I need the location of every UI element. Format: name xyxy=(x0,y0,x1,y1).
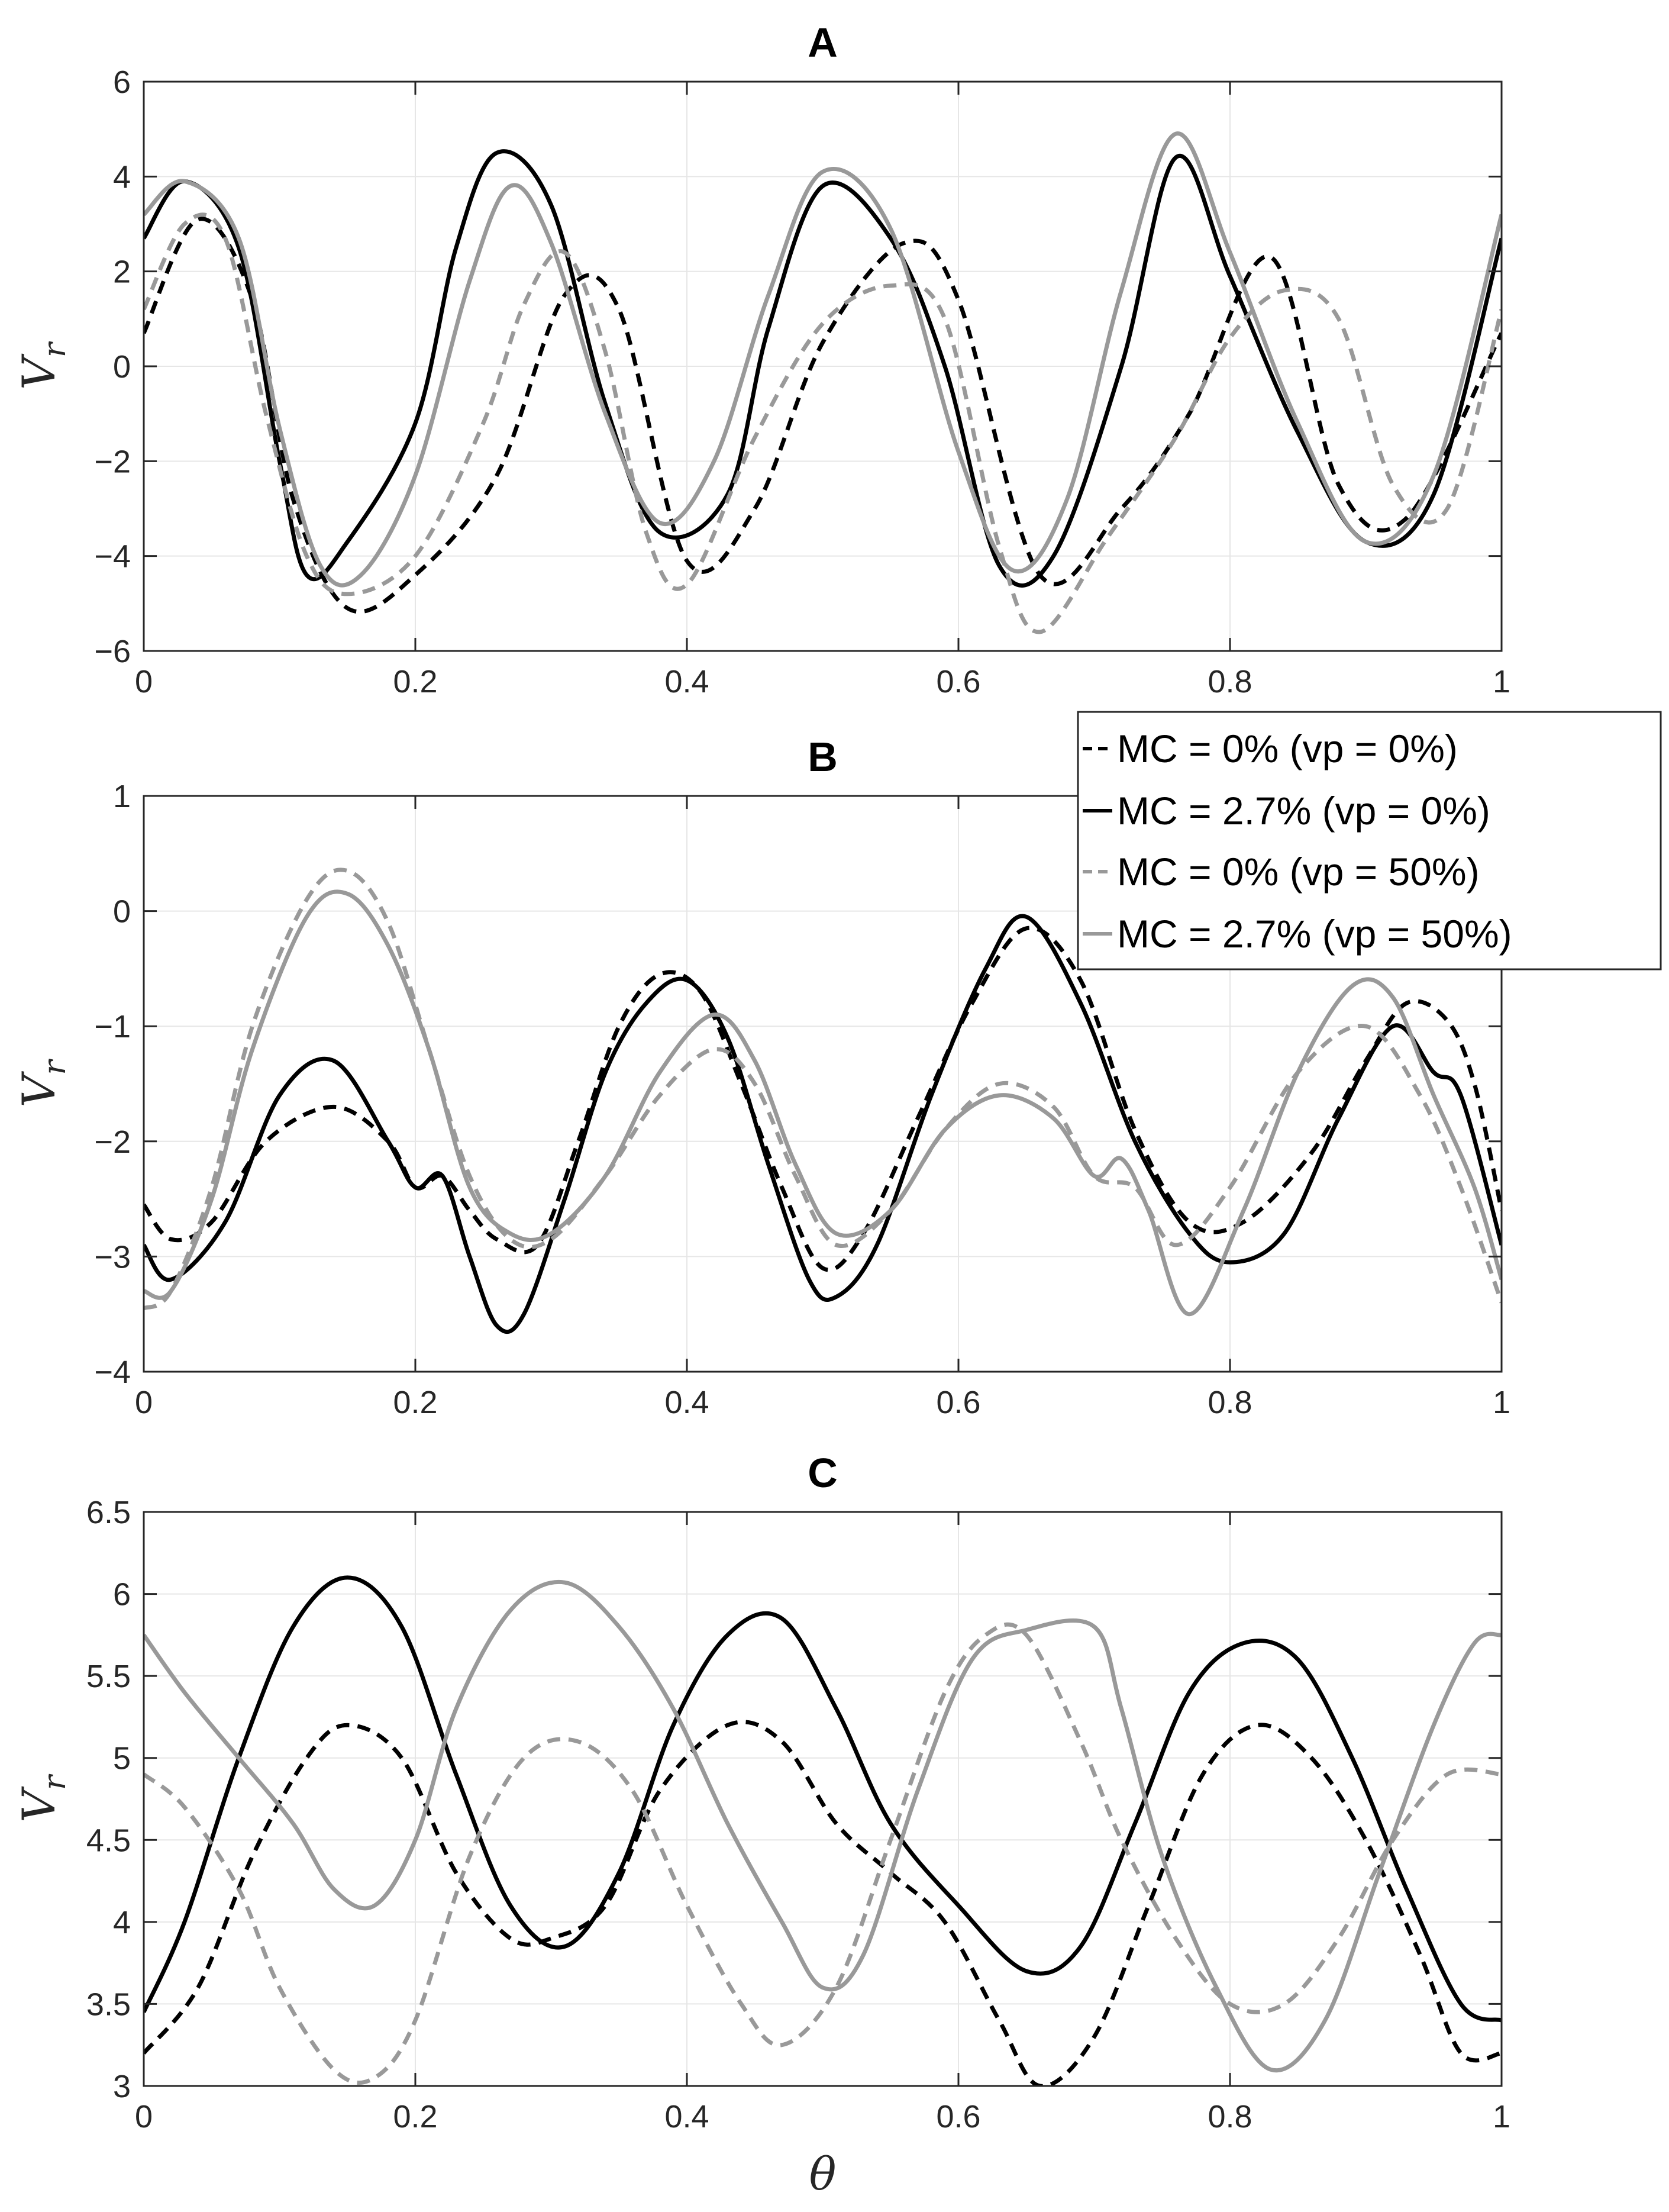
panel-b-ytick-label-2: −2 xyxy=(94,1124,131,1160)
panel-c-xtick-label-1: 0.2 xyxy=(393,2099,437,2134)
legend-entry-3: MC = 0% (vp = 50%) xyxy=(1083,850,1480,894)
panel-c-series-2-line xyxy=(144,1575,1502,2023)
panel-c-ytick-label-0: 3 xyxy=(113,2069,131,2104)
panel-c-series-group xyxy=(144,1575,1502,2086)
panel-b-ylabel: Vr xyxy=(12,1058,73,1107)
panel-a-ytick-label-2: −2 xyxy=(94,444,131,479)
panel-b-xtick-label-3: 0.6 xyxy=(936,1385,980,1420)
panel-c-xtick-label-5: 1 xyxy=(1493,2099,1510,2134)
panel-c-ytick-label-7: 6.5 xyxy=(86,1495,131,1530)
legend-entry-2: MC = 2.7% (vp = 0%) xyxy=(1083,789,1490,833)
panel-c-ytick-label-5: 5.5 xyxy=(86,1659,131,1694)
panel-a-ytick-label-4: 2 xyxy=(113,254,131,290)
panel-b-ytick-label-0: −4 xyxy=(94,1355,131,1390)
panel-b-ytick-label-1: −3 xyxy=(94,1239,131,1275)
panel-b-title: B xyxy=(808,734,838,780)
panel-a-xtick-label-2: 0.4 xyxy=(664,664,709,699)
panel-c-ytick-label-4: 5 xyxy=(113,1741,131,1776)
panel-b-axes-box xyxy=(143,795,1503,1373)
panel-a-ytick-label-1: −4 xyxy=(94,539,131,575)
panel-a-xtick-label-1: 0.2 xyxy=(393,664,437,699)
legend-entry-4: MC = 2.7% (vp = 50%) xyxy=(1083,912,1512,956)
panel-c-ylabel: Vr xyxy=(12,1774,73,1823)
panel-c-ytick-label-1: 3.5 xyxy=(86,1987,131,2022)
panel-b-xtick-label-2: 0.4 xyxy=(664,1385,709,1420)
panel-b-xtick-label-1: 0.2 xyxy=(393,1385,437,1420)
panel-c-xtick-label-0: 0 xyxy=(135,2099,153,2134)
panel-a-title: A xyxy=(808,20,838,66)
panel-a-ytick-label-6: 6 xyxy=(113,65,131,100)
panel-c-xtick-label-2: 0.4 xyxy=(664,2099,709,2134)
panel-a-xtick-label-0: 0 xyxy=(135,664,153,699)
panel-c-ytick-label-6: 6 xyxy=(113,1577,131,1613)
panel-c-xtick-label-4: 0.8 xyxy=(1208,2099,1252,2134)
panel-c-series-4-line xyxy=(144,1579,1502,2073)
panel-b-series-group xyxy=(144,868,1502,1334)
panel-a-ytick-label-5: 4 xyxy=(113,159,131,195)
legend-entry-1: MC = 0% (vp = 0%) xyxy=(1083,727,1458,770)
panel-b-series-4-line xyxy=(144,889,1502,1317)
panels: 0 0.2 0.4 0.6 0.8 1 −6 −4 −2 0 2 4 6 A Vr 0 0.2 0.4 0.6 0.8… xyxy=(12,20,1510,2200)
panel-c-xtick-label-3: 0.6 xyxy=(936,2099,980,2134)
panel-c-xlabel: θ xyxy=(809,2147,837,2200)
panel-b-xtick-label-4: 0.8 xyxy=(1208,1385,1252,1420)
panel-b-xtick-label-0: 0 xyxy=(135,1385,153,1420)
panel-b-series-2-line xyxy=(144,914,1502,1334)
panel-a-series-group xyxy=(144,131,1502,634)
panel-c-axes-box xyxy=(143,1511,1503,2087)
panel-b: 0 0.2 0.4 0.6 0.8 1 −4 −3 −2 −1 0 1 B Vr xyxy=(12,734,1510,1420)
legend-label-3: MC = 0% (vp = 50%) xyxy=(1117,850,1480,894)
legend-label-1: MC = 0% (vp = 0%) xyxy=(1117,727,1458,770)
legend-box xyxy=(1077,711,1662,970)
panel-a-series-2-line xyxy=(144,149,1502,588)
panel-a-ytick-label-3: 0 xyxy=(113,349,131,385)
panel-a-series-4-line xyxy=(144,131,1502,588)
legend: MC = 0% (vp = 0%) MC = 2.7% (vp = 0%) MC… xyxy=(1077,711,1662,970)
panel-b-ytick-label-3: −1 xyxy=(94,1009,131,1044)
panel-a-xtick-label-3: 0.6 xyxy=(936,664,980,699)
panel-c-series-1-line xyxy=(144,1720,1502,2086)
panel-a-ytick-label-0: −6 xyxy=(94,634,131,669)
legend-label-4: MC = 2.7% (vp = 50%) xyxy=(1117,912,1512,956)
panel-a: 0 0.2 0.4 0.6 0.8 1 −6 −4 −2 0 2 4 6 A Vr xyxy=(12,20,1510,699)
panel-a-series-1-line xyxy=(144,217,1502,614)
panel-b-xtick-label-5: 1 xyxy=(1493,1385,1510,1420)
panel-a-ylabel: Vr xyxy=(12,341,73,390)
panel-b-series-3-line xyxy=(144,868,1502,1311)
panel-c-ytick-label-2: 4 xyxy=(113,1905,131,1940)
panel-c-title: C xyxy=(808,1450,838,1496)
panel-b-ytick-label-5: 1 xyxy=(113,779,131,814)
panel-c-ytick-label-3: 4.5 xyxy=(86,1823,131,1858)
panel-a-xtick-label-5: 1 xyxy=(1493,664,1510,699)
legend-label-2: MC = 2.7% (vp = 0%) xyxy=(1117,789,1490,833)
panel-a-xtick-label-4: 0.8 xyxy=(1208,664,1252,699)
panel-a-series-3-line xyxy=(144,212,1502,634)
panel-b-ytick-label-4: 0 xyxy=(113,894,131,930)
panel-c: 0 0.2 0.4 0.6 0.8 1 3 3.5 4 4.5 5 5.5 6 6.5 C Vr θ xyxy=(12,1450,1510,2200)
panel-c-series-3-line xyxy=(144,1622,1502,2085)
